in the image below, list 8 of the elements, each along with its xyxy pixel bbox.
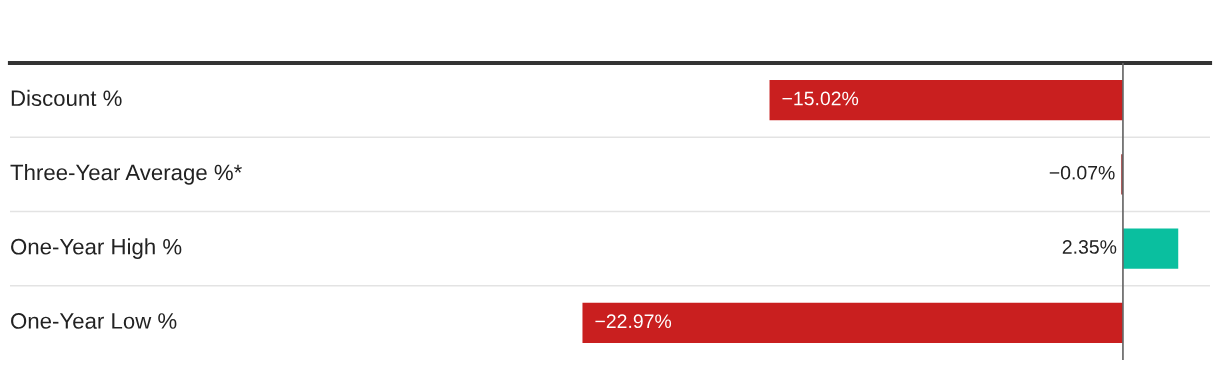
data-label: 2.35% [1062, 240, 1117, 254]
y-tick-label: One-Year High % [11, 238, 182, 259]
data-label: −0.07% [1049, 165, 1115, 180]
y-tick-label: One-Year Low % [11, 313, 177, 329]
y-tick-label: Three-Year Average %* [10, 164, 242, 185]
data-label: −15.02% [782, 91, 859, 106]
y-tick-label: Discount % [11, 89, 122, 107]
data-label: −22.97% [595, 314, 672, 329]
